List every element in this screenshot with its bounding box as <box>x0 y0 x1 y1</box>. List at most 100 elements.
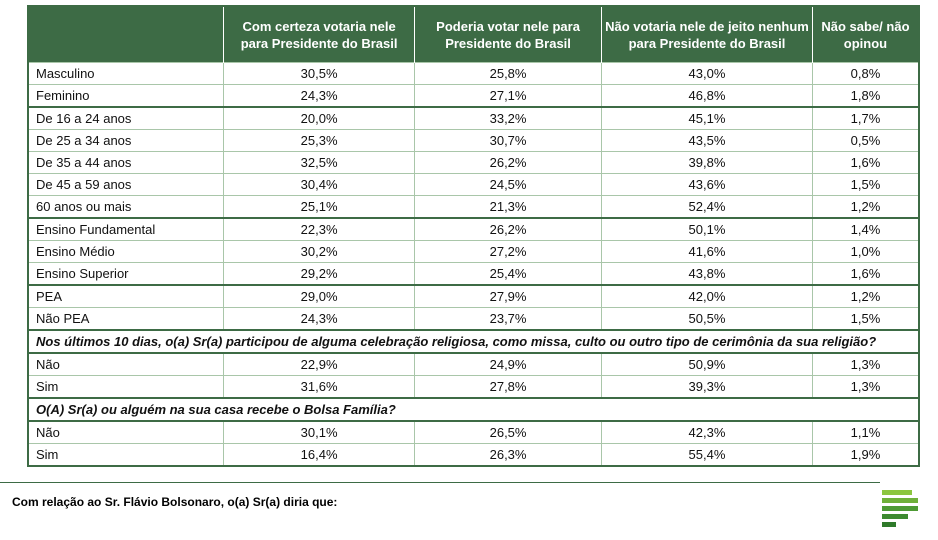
table-body: Masculino 30,5% 25,8% 43,0% 0,8% Feminino 24,3… <box>27 62 920 467</box>
value-cell: 24,3% <box>223 84 416 108</box>
header-cell <box>28 6 225 63</box>
data-row: De 25 a 34 anos 25,3% 30,7% 43,5% 0,5% <box>27 129 920 152</box>
value-cell: 21,3% <box>414 195 603 219</box>
question-cell: Nos últimos 10 dias, o(a) Sr(a) particip… <box>27 329 920 354</box>
row-label: Sim <box>27 443 225 467</box>
row-label: De 45 a 59 anos <box>27 173 225 196</box>
row-label: Não PEA <box>27 307 225 331</box>
row-label: Sim <box>27 375 225 399</box>
value-cell: 39,3% <box>601 375 813 399</box>
value-cell: 55,4% <box>601 443 813 467</box>
row-label: Ensino Médio <box>27 240 225 263</box>
value-cell: 31,6% <box>223 375 416 399</box>
value-cell: 25,4% <box>414 262 603 286</box>
row-label: PEA <box>27 284 225 308</box>
data-row: De 45 a 59 anos 30,4% 24,5% 43,6% 1,5% <box>27 173 920 196</box>
question-row: O(A) Sr(a) ou alguém na sua casa recebe … <box>27 397 920 422</box>
data-row: Feminino 24,3% 27,1% 46,8% 1,8% <box>27 84 920 108</box>
header-cell: Com certeza votaria nele para Presidente… <box>223 6 416 63</box>
value-cell: 45,1% <box>601 106 813 130</box>
header-row: Com certeza votaria nele para Presidente… <box>28 6 920 63</box>
value-cell: 1,8% <box>811 84 920 108</box>
value-cell: 1,0% <box>811 240 920 263</box>
value-cell: 25,1% <box>223 195 416 219</box>
value-cell: 24,3% <box>223 307 416 331</box>
value-cell: 24,5% <box>414 173 603 196</box>
row-label: Ensino Superior <box>27 262 225 286</box>
row-label: De 35 a 44 anos <box>27 151 225 174</box>
value-cell: 26,2% <box>414 151 603 174</box>
data-row: Não 30,1% 26,5% 42,3% 1,1% <box>27 420 920 444</box>
value-cell: 16,4% <box>223 443 416 467</box>
row-label: Masculino <box>27 62 225 85</box>
value-cell: 43,6% <box>601 173 813 196</box>
value-cell: 29,2% <box>223 262 416 286</box>
value-cell: 1,3% <box>811 352 920 376</box>
value-cell: 1,9% <box>811 443 920 467</box>
value-cell: 27,9% <box>414 284 603 308</box>
logo <box>882 490 918 527</box>
value-cell: 26,5% <box>414 420 603 444</box>
header-cell: Poderia votar nele para Presidente do Br… <box>414 6 603 63</box>
results-table: Com certeza votaria nele para Presidente… <box>27 5 920 467</box>
header-cell: Não sabe/ não opinou <box>812 6 920 63</box>
footer-rule <box>0 482 880 483</box>
value-cell: 30,4% <box>223 173 416 196</box>
data-row: De 35 a 44 anos 32,5% 26,2% 39,8% 1,6% <box>27 151 920 174</box>
row-label: Ensino Fundamental <box>27 217 225 241</box>
value-cell: 32,5% <box>223 151 416 174</box>
value-cell: 50,5% <box>601 307 813 331</box>
row-label: De 25 a 34 anos <box>27 129 225 152</box>
value-cell: 1,7% <box>811 106 920 130</box>
value-cell: 1,3% <box>811 375 920 399</box>
row-label: 60 anos ou mais <box>27 195 225 219</box>
value-cell: 50,1% <box>601 217 813 241</box>
data-row: Sim 16,4% 26,3% 55,4% 1,9% <box>27 443 920 467</box>
value-cell: 27,2% <box>414 240 603 263</box>
data-row: Ensino Médio 30,2% 27,2% 41,6% 1,0% <box>27 240 920 263</box>
value-cell: 1,6% <box>811 262 920 286</box>
value-cell: 1,5% <box>811 173 920 196</box>
data-row: 60 anos ou mais 25,1% 21,3% 52,4% 1,2% <box>27 195 920 219</box>
value-cell: 27,8% <box>414 375 603 399</box>
value-cell: 0,8% <box>811 62 920 85</box>
header-cell: Não votaria nele de jeito nenhum para Pr… <box>601 6 813 63</box>
value-cell: 33,2% <box>414 106 603 130</box>
value-cell: 1,4% <box>811 217 920 241</box>
value-cell: 25,3% <box>223 129 416 152</box>
question-row: Nos últimos 10 dias, o(a) Sr(a) particip… <box>27 329 920 354</box>
value-cell: 24,9% <box>414 352 603 376</box>
value-cell: 43,8% <box>601 262 813 286</box>
value-cell: 29,0% <box>223 284 416 308</box>
value-cell: 20,0% <box>223 106 416 130</box>
value-cell: 42,3% <box>601 420 813 444</box>
value-cell: 26,3% <box>414 443 603 467</box>
row-label: De 16 a 24 anos <box>27 106 225 130</box>
value-cell: 30,7% <box>414 129 603 152</box>
question-cell: O(A) Sr(a) ou alguém na sua casa recebe … <box>27 397 920 422</box>
value-cell: 26,2% <box>414 217 603 241</box>
value-cell: 23,7% <box>414 307 603 331</box>
value-cell: 22,3% <box>223 217 416 241</box>
value-cell: 30,5% <box>223 62 416 85</box>
value-cell: 1,2% <box>811 284 920 308</box>
value-cell: 25,8% <box>414 62 603 85</box>
value-cell: 1,2% <box>811 195 920 219</box>
data-row: Ensino Superior 29,2% 25,4% 43,8% 1,6% <box>27 262 920 286</box>
data-row: Não PEA 24,3% 23,7% 50,5% 1,5% <box>27 307 920 331</box>
value-cell: 1,1% <box>811 420 920 444</box>
row-label: Não <box>27 420 225 444</box>
value-cell: 42,0% <box>601 284 813 308</box>
data-row: De 16 a 24 anos 20,0% 33,2% 45,1% 1,7% <box>27 106 920 130</box>
data-row: Sim 31,6% 27,8% 39,3% 1,3% <box>27 375 920 399</box>
value-cell: 43,5% <box>601 129 813 152</box>
value-cell: 50,9% <box>601 352 813 376</box>
value-cell: 22,9% <box>223 352 416 376</box>
row-label: Feminino <box>27 84 225 108</box>
value-cell: 1,6% <box>811 151 920 174</box>
footer-text: Com relação ao Sr. Flávio Bolsonaro, o(a… <box>12 495 338 509</box>
value-cell: 52,4% <box>601 195 813 219</box>
data-row: Masculino 30,5% 25,8% 43,0% 0,8% <box>27 62 920 85</box>
value-cell: 39,8% <box>601 151 813 174</box>
